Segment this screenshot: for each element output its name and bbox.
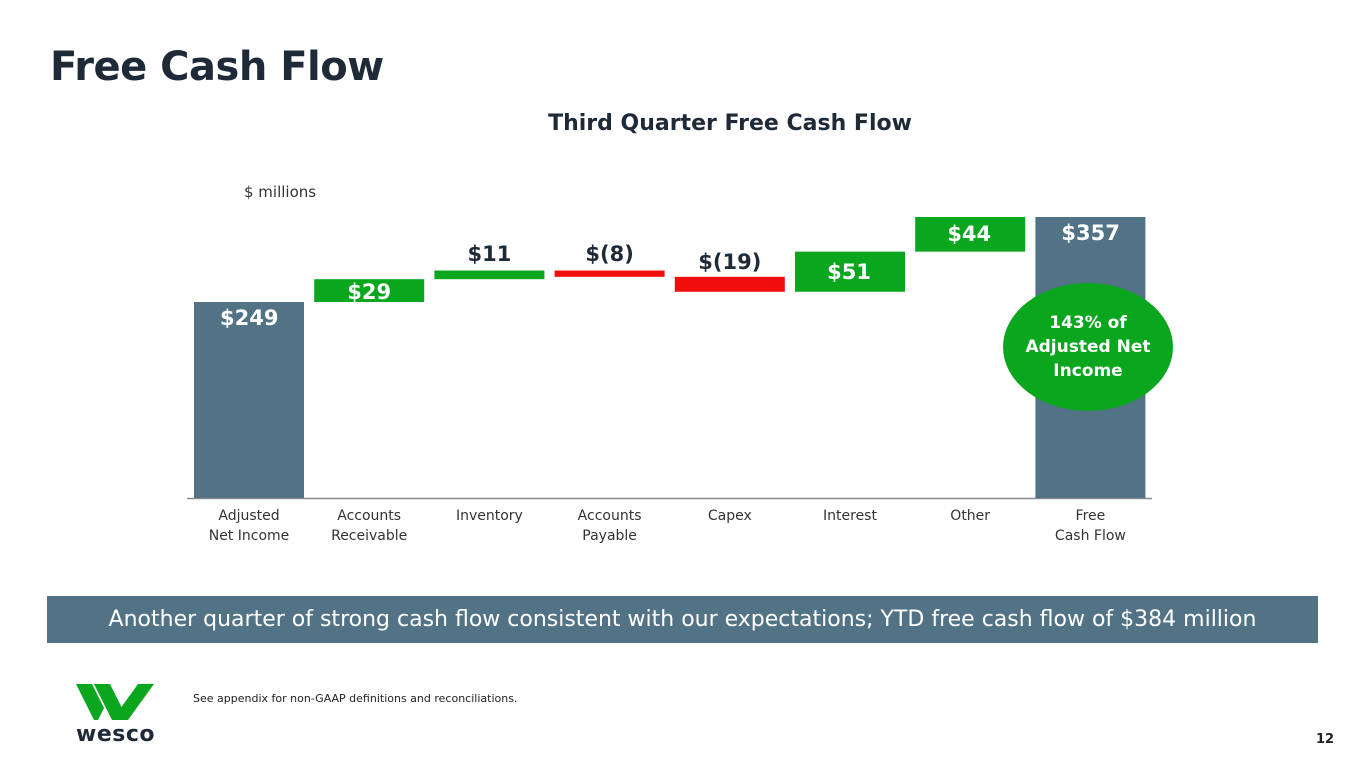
category-label-5: Interest xyxy=(823,508,877,524)
value-label-1: $29 xyxy=(347,280,392,305)
wesco-logo-icon xyxy=(76,684,154,720)
callout-text: 143% of Adjusted Net Income xyxy=(1025,313,1151,381)
category-label-1: Accounts Receivable xyxy=(331,508,408,544)
category-label-4: Capex xyxy=(707,508,752,524)
chart-title: Third Quarter Free Cash Flow xyxy=(548,111,912,136)
value-label-4: $(19) xyxy=(698,249,762,274)
value-label-7: $357 xyxy=(1061,221,1120,245)
waterfall-chart xyxy=(187,217,1152,500)
value-label-6: $44 xyxy=(947,222,992,247)
footnote: See appendix for non-GAAP definitions an… xyxy=(193,692,518,705)
value-label-5: $51 xyxy=(827,259,871,284)
page-number: 12 xyxy=(1316,732,1335,747)
callout-bubble: 143% of Adjusted Net Income xyxy=(1003,283,1173,411)
summary-banner: Another quarter of strong cash flow cons… xyxy=(47,596,1318,643)
bar-1 xyxy=(314,279,425,303)
bar-2 xyxy=(434,270,545,280)
bar-0 xyxy=(194,302,304,498)
value-label-3: $(8) xyxy=(585,241,634,266)
units-label: $ millions xyxy=(244,183,317,201)
logo-wordmark: wesco xyxy=(76,722,155,747)
bar-4 xyxy=(674,276,785,292)
bar-6 xyxy=(915,217,1026,252)
category-label-0: Adjusted Net Income xyxy=(208,508,290,544)
page-title: Free Cash Flow xyxy=(50,44,384,90)
bar-5 xyxy=(795,251,905,292)
category-label-2: Inventory xyxy=(455,508,523,524)
category-label-3: Accounts Payable xyxy=(577,508,642,544)
category-label-6: Other xyxy=(950,508,991,524)
bar-3 xyxy=(554,270,665,277)
value-label-2: $11 xyxy=(467,241,512,266)
category-label-7: Free Cash Flow xyxy=(1054,508,1126,544)
value-label-0: $249 xyxy=(220,306,279,330)
banner-text: Another quarter of strong cash flow cons… xyxy=(108,607,1257,632)
